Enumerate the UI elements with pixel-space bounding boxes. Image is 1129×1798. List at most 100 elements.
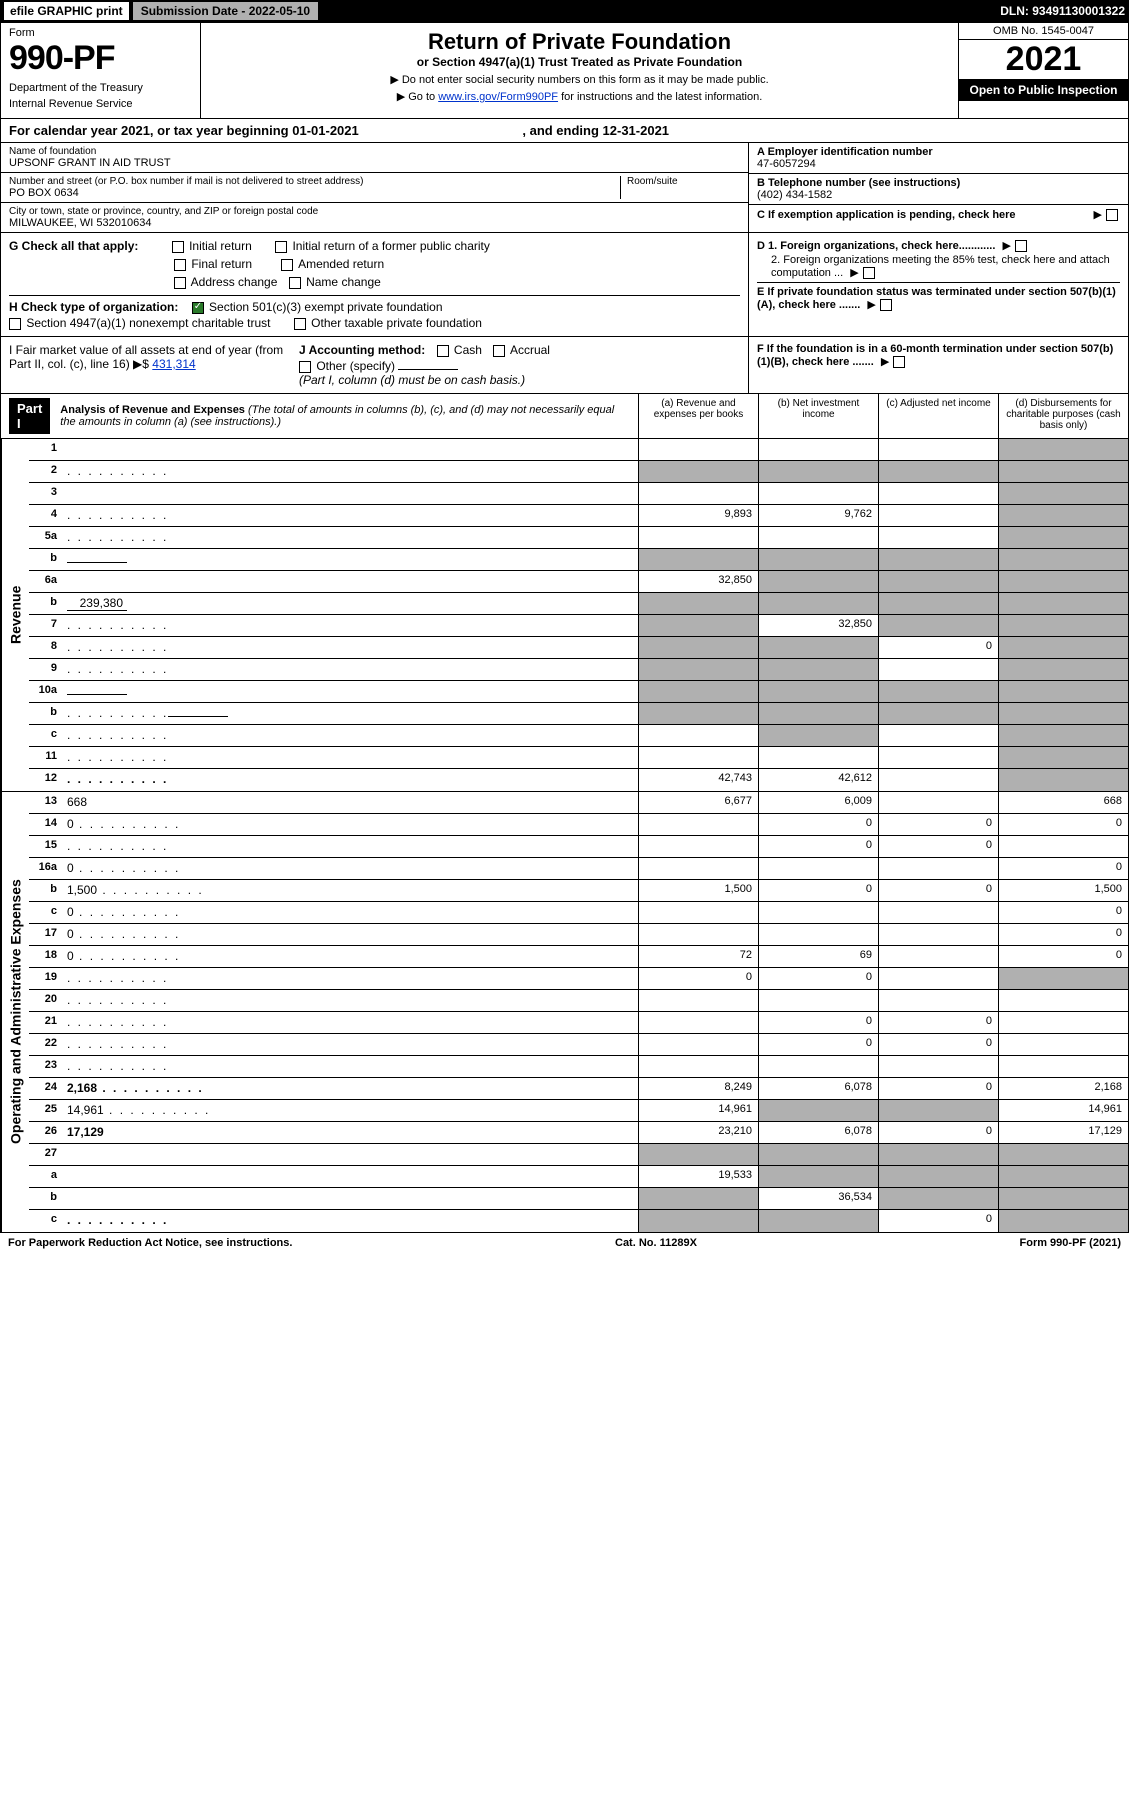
h-501c3-checkbox[interactable]	[192, 302, 204, 314]
cell-a	[638, 836, 758, 857]
cell-d	[998, 549, 1128, 570]
j-accrual-checkbox[interactable]	[493, 345, 505, 357]
cell-c	[878, 527, 998, 548]
table-row: 9	[29, 659, 1128, 681]
cell-a	[638, 681, 758, 702]
j-note: (Part I, column (d) must be on cash basi…	[299, 373, 740, 387]
form-subtitle: or Section 4947(a)(1) Trust Treated as P…	[211, 55, 948, 69]
cell-b	[758, 571, 878, 592]
g-opt-1: Initial return of a former public charit…	[292, 239, 489, 253]
efile-badge[interactable]: efile GRAPHIC print	[4, 2, 129, 20]
expenses-table: Operating and Administrative Expenses 13…	[0, 792, 1129, 1233]
cell-b	[758, 439, 878, 460]
cell-b	[758, 549, 878, 570]
cell-a: 8,249	[638, 1078, 758, 1099]
line-description	[63, 483, 638, 504]
e-row: E If private foundation status was termi…	[757, 282, 1120, 311]
j-label: J Accounting method:	[299, 343, 425, 357]
g-address-checkbox[interactable]	[174, 277, 186, 289]
cell-c	[878, 946, 998, 967]
table-row: 23	[29, 1056, 1128, 1078]
f-checkbox[interactable]	[893, 356, 905, 368]
cell-c	[878, 1188, 998, 1209]
i-value[interactable]: 431,314	[152, 357, 195, 371]
cell-c: 0	[878, 1012, 998, 1033]
line-number: 24	[29, 1078, 63, 1099]
line-number: 20	[29, 990, 63, 1011]
g-amended-checkbox[interactable]	[281, 259, 293, 271]
cell-d: 2,168	[998, 1078, 1128, 1099]
cell-b: 9,762	[758, 505, 878, 526]
d1-label: D 1. Foreign organizations, check here..…	[757, 240, 995, 252]
cell-c: 0	[878, 1210, 998, 1232]
cell-b	[758, 902, 878, 923]
cell-b: 6,078	[758, 1122, 878, 1143]
j-other: Other (specify)	[316, 359, 395, 373]
col-c-header: (c) Adjusted net income	[878, 394, 998, 438]
info-right: A Employer identification number 47-6057…	[748, 143, 1128, 232]
instruction-2: ▶ Go to www.irs.gov/Form990PF for instru…	[211, 90, 948, 103]
table-row: 2617,12923,2106,078017,129	[29, 1122, 1128, 1144]
cell-b: 42,612	[758, 769, 878, 791]
g-final-checkbox[interactable]	[174, 259, 186, 271]
line-number: 25	[29, 1100, 63, 1121]
cell-a: 6,677	[638, 792, 758, 813]
info-left: Name of foundation UPSONF GRANT IN AID T…	[1, 143, 748, 232]
ij-left: I Fair market value of all assets at end…	[1, 337, 748, 393]
cell-d	[998, 527, 1128, 548]
cell-b	[758, 461, 878, 482]
cell-d	[998, 505, 1128, 526]
name-label: Name of foundation	[9, 146, 740, 157]
cell-b	[758, 1144, 878, 1165]
omb-number: OMB No. 1545-0047	[959, 23, 1128, 40]
g-initial-checkbox[interactable]	[172, 241, 184, 253]
table-row: 732,850	[29, 615, 1128, 637]
cell-b	[758, 1166, 878, 1187]
g-initial-former-checkbox[interactable]	[275, 241, 287, 253]
section-g-h: G Check all that apply: Initial return I…	[0, 233, 1129, 337]
h-opt3: Other taxable private foundation	[311, 316, 482, 330]
d2-checkbox[interactable]	[863, 267, 875, 279]
info-block: Name of foundation UPSONF GRANT IN AID T…	[0, 143, 1129, 233]
d1-checkbox[interactable]	[1015, 240, 1027, 252]
cell-c	[878, 549, 998, 570]
irs-link[interactable]: www.irs.gov/Form990PF	[438, 91, 558, 103]
cell-a: 1,500	[638, 880, 758, 901]
header-right: OMB No. 1545-0047 2021 Open to Public In…	[958, 23, 1128, 118]
form-header: Form 990-PF Department of the Treasury I…	[0, 22, 1129, 119]
room-label: Room/suite	[627, 176, 740, 187]
exemption-checkbox[interactable]	[1106, 209, 1118, 221]
j-cash-checkbox[interactable]	[437, 345, 449, 357]
cell-a	[638, 1210, 758, 1232]
cell-d: 668	[998, 792, 1128, 813]
h-4947-checkbox[interactable]	[9, 318, 21, 330]
j-other-field[interactable]	[398, 369, 458, 370]
cell-b: 0	[758, 968, 878, 989]
table-row: 1	[29, 439, 1128, 461]
phone-value: (402) 434-1582	[757, 189, 1120, 201]
cell-c	[878, 439, 998, 460]
line-description	[63, 1056, 638, 1077]
cell-d: 0	[998, 858, 1128, 879]
line-description	[63, 1144, 638, 1165]
line-number: b	[29, 1188, 63, 1209]
cell-c	[878, 593, 998, 614]
line-number: 8	[29, 637, 63, 658]
line-number: 22	[29, 1034, 63, 1055]
g-name-checkbox[interactable]	[289, 277, 301, 289]
table-row: 5a	[29, 527, 1128, 549]
line-number: 5a	[29, 527, 63, 548]
line-description	[63, 836, 638, 857]
expense-rows: 136686,6776,009668140000150016a00b1,5001…	[29, 792, 1128, 1232]
cell-c: 0	[878, 814, 998, 835]
cell-a	[638, 1144, 758, 1165]
footer-right: Form 990-PF (2021)	[1020, 1237, 1121, 1249]
line-number: 3	[29, 483, 63, 504]
h-other-checkbox[interactable]	[294, 318, 306, 330]
line-description	[63, 703, 638, 724]
e-checkbox[interactable]	[880, 299, 892, 311]
cell-b	[758, 1056, 878, 1077]
j-other-checkbox[interactable]	[299, 361, 311, 373]
table-row: 242,1688,2496,07802,168	[29, 1078, 1128, 1100]
cell-a	[638, 615, 758, 636]
